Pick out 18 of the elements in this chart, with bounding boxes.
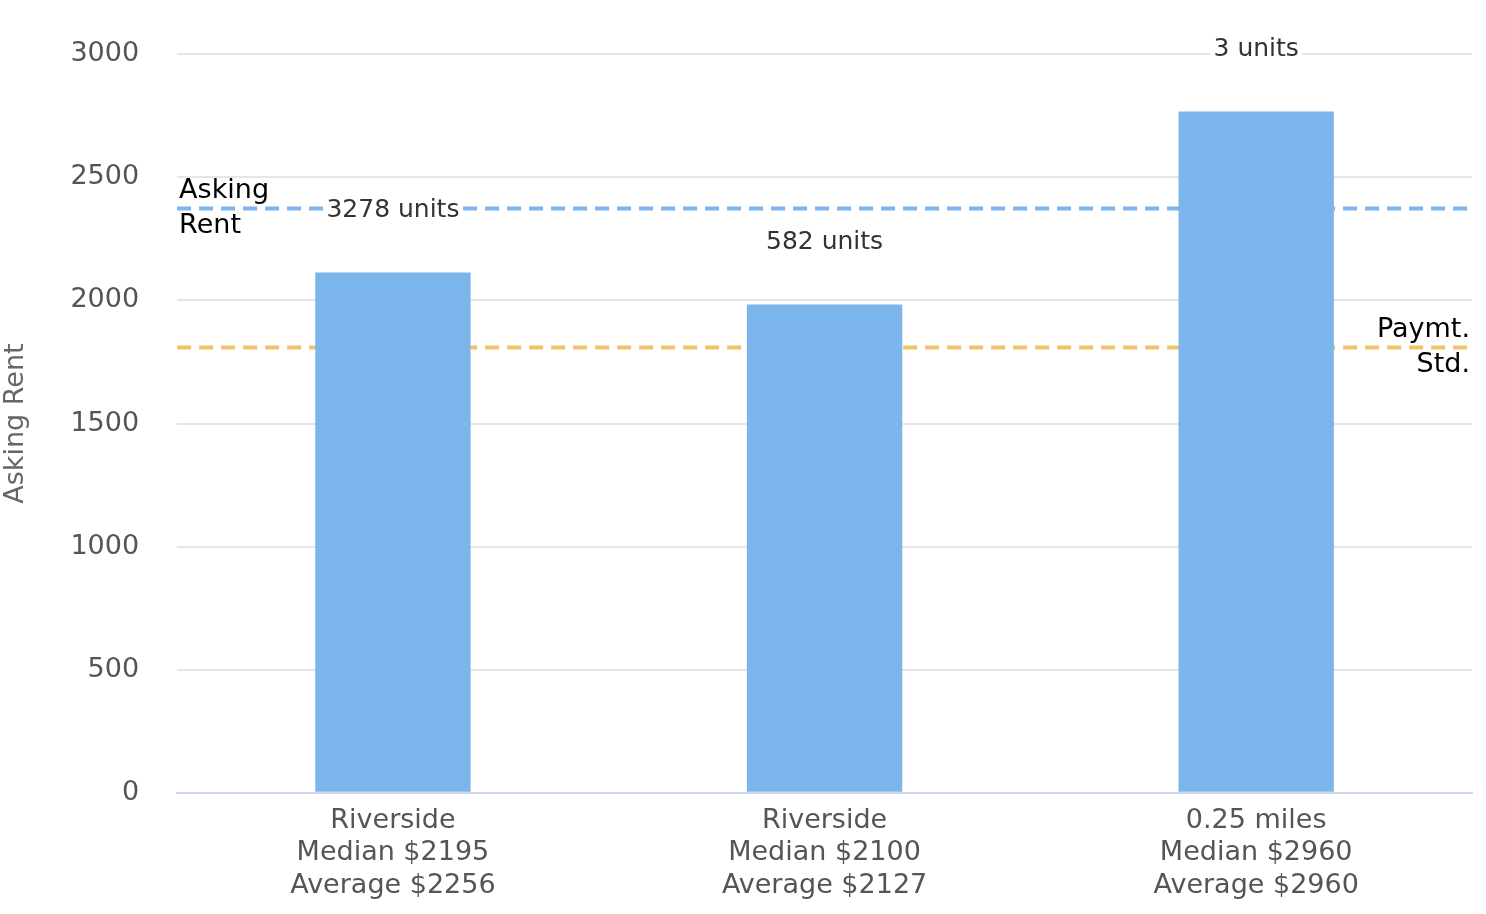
y-tick-label: 3000	[70, 36, 140, 68]
y-tick-label: 0	[121, 774, 140, 806]
bar	[315, 272, 471, 792]
x-tick-label: Riverside Median $2100 Average $2127	[721, 803, 928, 899]
y-tick-label: 1500	[70, 405, 140, 437]
y-tick-label: 500	[87, 651, 140, 683]
annotation: 3278 units	[326, 193, 460, 223]
y-tick-label: 1000	[70, 528, 140, 560]
annotation: 3 units	[1213, 32, 1299, 62]
x-tick-label: 0.25 miles Median $2960 Average $2960	[1153, 803, 1359, 899]
x-tick-label: Riverside Median $2195 Average $2256	[290, 803, 496, 899]
y-tick-label: 2500	[70, 159, 140, 191]
ref-line-label: Paymt. Std.	[1376, 311, 1470, 378]
bar	[746, 304, 903, 792]
ref-line-label: Asking Rent	[179, 173, 270, 240]
y-axis-title: Asking Rent	[0, 343, 30, 504]
annotation: 582 units	[765, 225, 884, 255]
y-tick-label: 2000	[70, 282, 140, 314]
